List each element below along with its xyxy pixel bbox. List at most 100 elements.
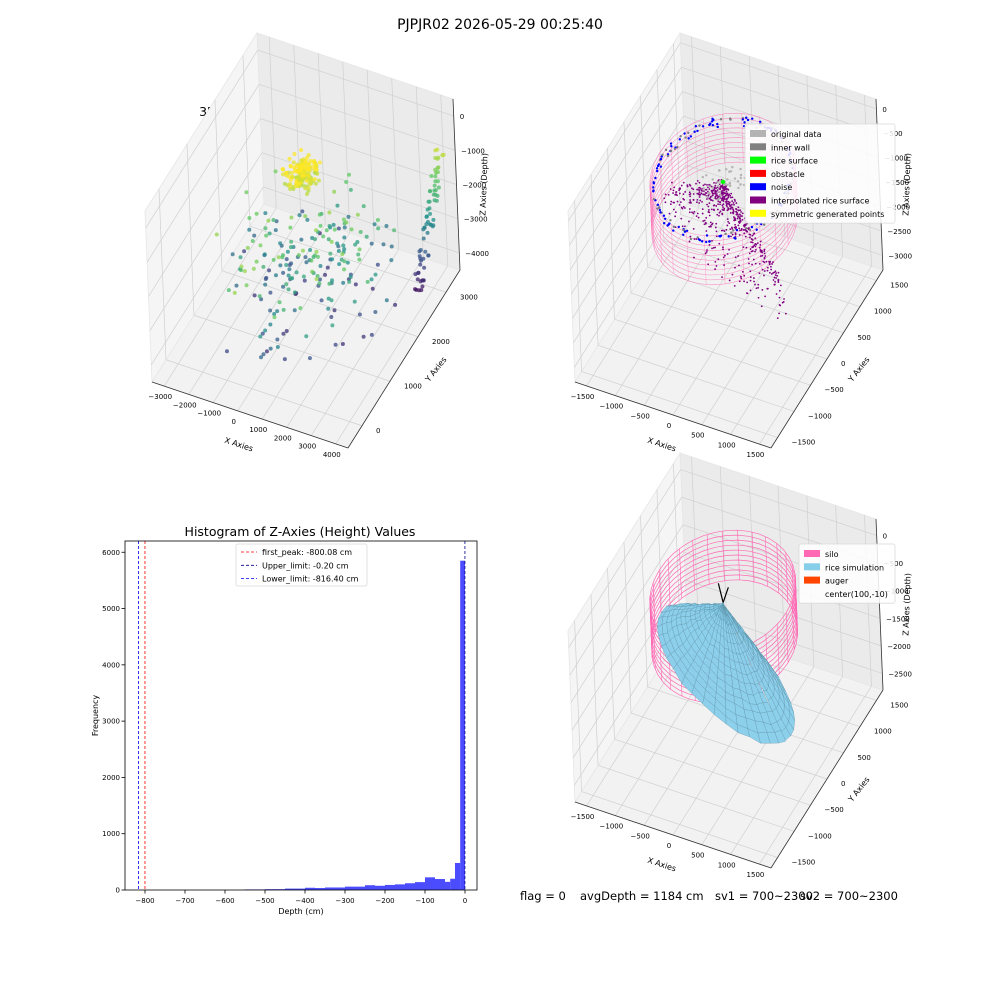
wall-point (694, 125, 698, 128)
interpolated-point (739, 209, 742, 212)
data-point (273, 169, 278, 174)
interpolated-point (726, 218, 729, 221)
interpolated-point (759, 255, 762, 258)
x-axis-label: X Axies (646, 436, 677, 454)
data-point (421, 236, 426, 241)
silo-line (703, 235, 707, 285)
data-point (272, 315, 277, 320)
interpolated-point (733, 203, 735, 206)
interpolated-point (698, 188, 700, 191)
interpolated-point (707, 211, 710, 213)
silo-line (652, 582, 656, 633)
interpolated-point (704, 193, 706, 196)
data-point (349, 227, 354, 232)
data-point (342, 267, 347, 272)
interpolated-point (722, 246, 724, 249)
data-point (276, 255, 281, 260)
interpolated-point (728, 279, 731, 282)
data-point (321, 234, 326, 239)
figure-title: PJPJR02 2026-05-29 00:25:40 (397, 17, 603, 33)
data-point (381, 242, 386, 247)
panel-title: Histogram of Z-Axies (Height) Values (185, 524, 416, 539)
interpolated-point (715, 193, 718, 195)
interpolated-point (756, 242, 759, 245)
interpolated-point (743, 232, 746, 235)
histogram-bar (460, 560, 465, 890)
interpolated-point (755, 248, 757, 251)
wall-point (751, 117, 754, 120)
data-point (304, 260, 309, 265)
data-point (425, 230, 430, 235)
interpolated-point (723, 207, 726, 210)
interpolated-point (709, 221, 712, 224)
x-axis-line (151, 381, 349, 449)
silo-line (667, 558, 671, 609)
interpolated-point (724, 192, 727, 195)
interpolated-point (770, 273, 773, 275)
y-axis-label: Y Axies (846, 355, 872, 384)
interpolated-point (721, 276, 723, 279)
interpolated-point (669, 188, 672, 190)
interpolated-point (708, 225, 711, 228)
original-point (724, 182, 727, 186)
data-point (318, 223, 323, 228)
grid-line (597, 765, 795, 832)
data-point (344, 220, 349, 225)
interpolated-point (704, 192, 707, 194)
legend-entry: Lower_limit: -816.40 cm (262, 575, 359, 584)
silo-line (685, 127, 689, 177)
data-point (226, 288, 231, 293)
data-point (304, 334, 309, 339)
interpolated-point (726, 224, 729, 227)
data-point (281, 270, 286, 275)
data-point (384, 298, 389, 303)
interpolated-point (722, 203, 725, 205)
data-point (260, 331, 265, 336)
interpolated-point (729, 204, 732, 207)
interpolated-point (674, 215, 677, 218)
grid-line (656, 69, 665, 241)
interpolated-point (764, 295, 767, 298)
grid-line (607, 148, 615, 320)
interpolated-point (710, 195, 712, 198)
interpolated-point (719, 185, 722, 187)
interpolated-point (682, 181, 685, 184)
interpolated-point (761, 251, 764, 254)
interpolated-point (716, 213, 719, 216)
data-point (340, 341, 345, 346)
silo-line (791, 563, 795, 613)
data-point (330, 278, 335, 283)
data-point (328, 251, 333, 256)
data-point (242, 269, 247, 274)
data-point (312, 237, 317, 242)
interpolated-point (712, 246, 715, 249)
wall-point (696, 236, 699, 239)
interpolated-point (749, 279, 752, 282)
wall-point (672, 229, 675, 232)
interpolated-point (696, 212, 699, 215)
data-point (263, 328, 268, 333)
y-axis-line (770, 269, 884, 449)
interpolated-point (760, 305, 763, 308)
interpolated-point (689, 192, 692, 195)
grid-line (569, 67, 682, 246)
grid-line (581, 371, 778, 438)
data-point (266, 218, 271, 223)
interpolated-point (736, 213, 739, 216)
interpolated-point (715, 187, 718, 189)
x-tick-label: −500 (255, 897, 274, 905)
interpolated-point (717, 203, 719, 206)
z-tick-label: −1000 (884, 155, 908, 163)
legend-entry: interpolated rice surface (771, 197, 869, 206)
legend-entry: symmetric generated points (771, 210, 884, 219)
data-point (242, 249, 247, 254)
interpolated-point (731, 273, 734, 276)
data-point (305, 167, 310, 172)
grid-line (574, 189, 687, 368)
data-point (292, 308, 297, 313)
flag-label: flag = 0 (520, 889, 566, 903)
wall-point (743, 121, 746, 124)
interpolated-point (688, 191, 691, 194)
interpolated-point (727, 220, 730, 223)
original-point (739, 167, 742, 171)
